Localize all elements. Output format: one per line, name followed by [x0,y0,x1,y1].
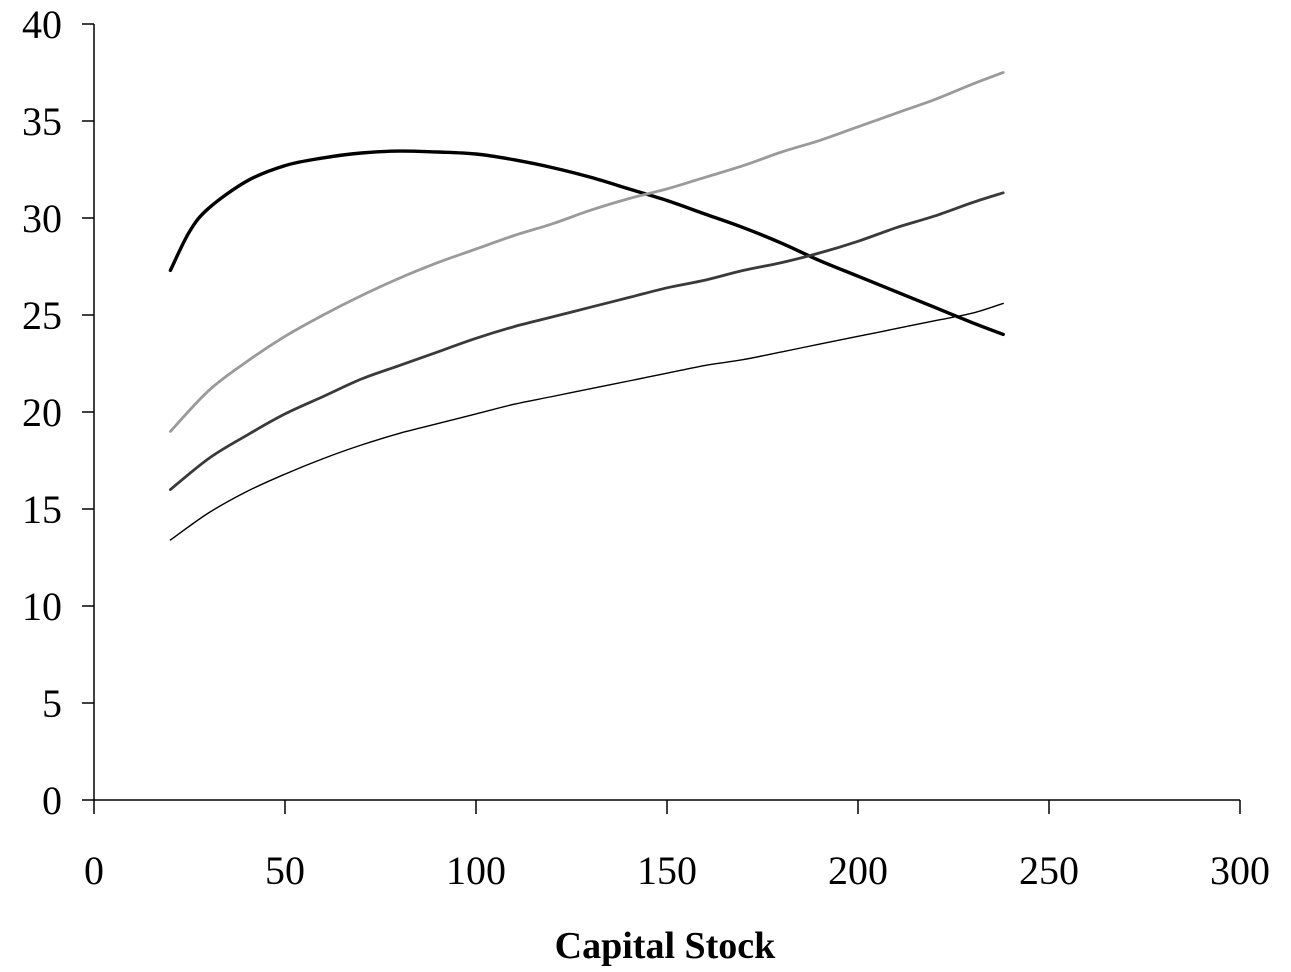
series-layer [168,71,1005,541]
series-line-3 [169,191,1005,491]
x-tick-label: 200 [828,848,888,893]
x-tick-label: 100 [446,848,506,893]
axes-layer [93,24,1240,801]
y-tick-label: 10 [22,584,62,629]
y-tick-label: 30 [22,196,62,241]
y-tick-label: 40 [22,2,62,47]
series-line-4 [169,302,1004,541]
series-line-1 [168,149,1005,337]
x-tick-label: 150 [637,848,697,893]
y-tick-label: 15 [22,487,62,532]
x-tick-label: 250 [1019,848,1079,893]
x-tick-label: 0 [84,848,104,893]
series-line-2 [169,71,1005,433]
y-tick-label: 20 [22,390,62,435]
x-tick-label: 50 [265,848,305,893]
x-tick-label: 300 [1210,848,1270,893]
y-tick-label: 35 [22,99,62,144]
y-tick-label: 5 [42,681,62,726]
x-ticks: 0 50 100 150 200 250 300 [84,800,1270,893]
x-axis-title: Capital Stock [555,925,777,967]
y-tick-label: 0 [42,778,62,823]
y-tick-label: 25 [22,293,62,338]
y-ticks: 0 5 10 15 20 25 30 35 40 [22,2,94,823]
